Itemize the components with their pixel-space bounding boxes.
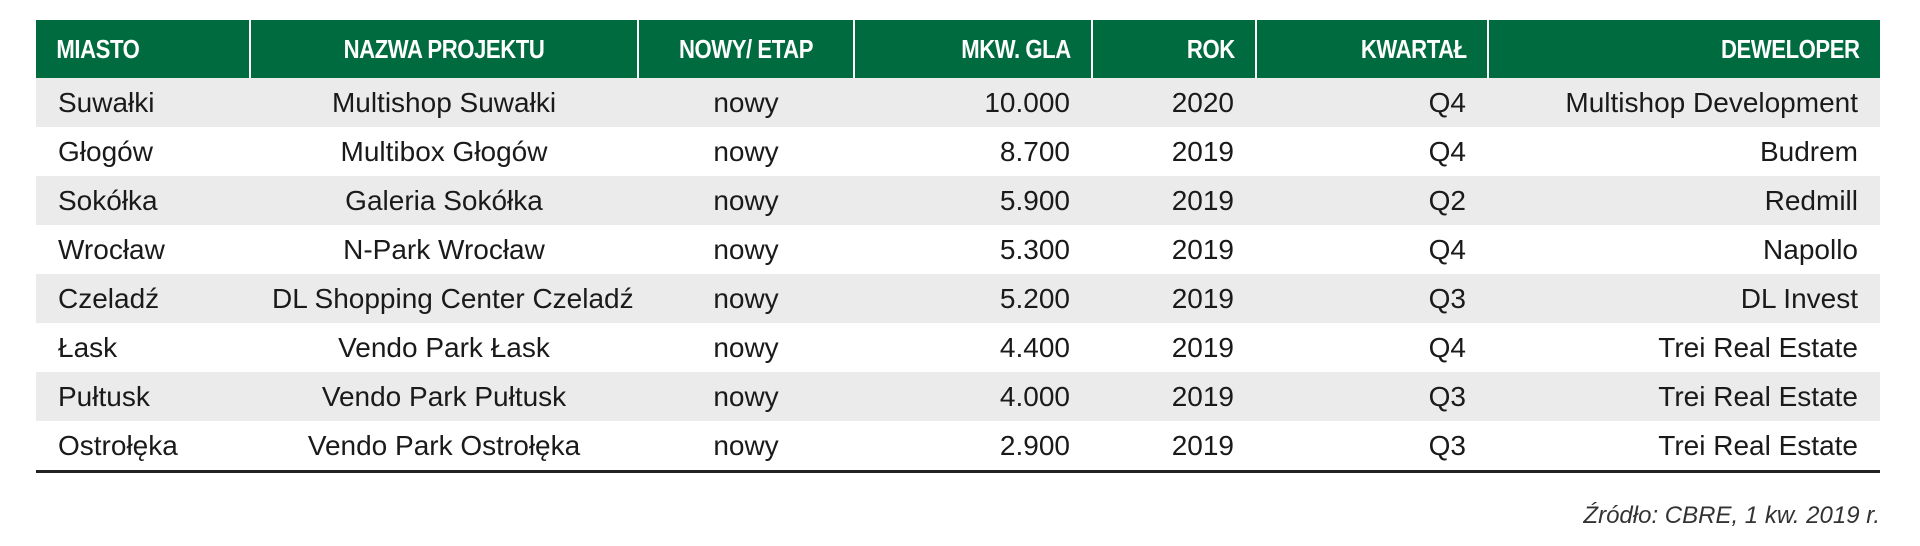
cell-mkw-gla: 5.300: [999, 233, 1070, 265]
cell-miasto: Ostrołęka: [58, 429, 178, 461]
cell-deweloper: Napollo: [1763, 233, 1858, 265]
table-row: Suwałki Multishop Suwałki nowy 10.000 2020 Q4…: [36, 78, 1880, 127]
cell-nazwa-projektu: Vendo Park Pułtusk: [321, 380, 567, 412]
cell-deweloper: DL Invest: [1740, 282, 1858, 314]
cell-nowy-etap: nowy: [713, 429, 779, 461]
cell-nazwa-projektu: N-Park Wrocław: [343, 233, 545, 265]
cell-rok: 2019: [1171, 429, 1234, 461]
cell-kwartal: Q4: [1428, 331, 1466, 363]
cell-mkw-gla: 4.000: [999, 380, 1070, 412]
cell-mkw-gla: 5.900: [999, 184, 1070, 216]
table-row: Czeladź DL Shopping Center Czeladź nowy 5.2…: [36, 274, 1880, 323]
header-nazwa-projektu: NAZWA PROJEKTU: [279, 20, 610, 78]
header-miasto: MIASTO: [36, 20, 219, 78]
table-row: Wrocław N-Park Wrocław nowy 5.300 2019 Q4 Napo…: [36, 225, 1880, 274]
cell-rok: 2019: [1171, 282, 1234, 314]
cell-kwartal: Q3: [1428, 380, 1466, 412]
cell-kwartal: Q3: [1428, 429, 1466, 461]
cell-miasto: Czeladź: [58, 282, 160, 314]
header-mkw-gla: MKW. GLA: [889, 20, 1093, 78]
cell-nowy-etap: nowy: [713, 233, 779, 265]
table-row: Sokółka Galeria Sokółka nowy 5.900 2019 Q2 Red…: [36, 176, 1880, 225]
cell-nowy-etap: nowy: [713, 380, 779, 412]
cell-nazwa-projektu: Vendo Park Łask: [338, 331, 550, 363]
cell-nazwa-projektu: Multibox Głogów: [340, 135, 548, 167]
cell-nowy-etap: nowy: [713, 86, 779, 118]
header-nowy-etap: NOWY/ ETAP: [654, 20, 839, 78]
cell-deweloper: Trei Real Estate: [1658, 380, 1858, 412]
cell-nazwa-projektu: Multishop Suwałki: [331, 86, 557, 118]
retail-projects-table: MIASTO NAZWA PROJEKTU NOWY/ ETAP MKW. GL…: [36, 20, 1880, 473]
cell-deweloper: Trei Real Estate: [1658, 429, 1858, 461]
retail-projects-table-container: MIASTO NAZWA PROJEKTU NOWY/ ETAP MKW. GL…: [36, 20, 1880, 473]
header-kwartal: KWARTAŁ: [1290, 20, 1489, 78]
cell-deweloper: Redmill: [1764, 184, 1858, 216]
cell-rok: 2020: [1171, 86, 1234, 118]
cell-kwartal: Q4: [1428, 233, 1466, 265]
cell-rok: 2019: [1171, 380, 1234, 412]
cell-nazwa-projektu: DL Shopping Center Czeladź: [272, 282, 634, 314]
cell-miasto: Sokółka: [58, 184, 158, 216]
cell-deweloper: Trei Real Estate: [1658, 331, 1858, 363]
table-row: Pułtusk Vendo Park Pułtusk nowy 4.000 2019 Q3…: [36, 372, 1880, 421]
cell-kwartal: Q3: [1428, 282, 1466, 314]
cell-nazwa-projektu: Vendo Park Ostrołęka: [307, 429, 581, 461]
cell-nowy-etap: nowy: [713, 331, 779, 363]
cell-rok: 2019: [1171, 331, 1234, 363]
source-note: Źródło: CBRE, 1 kw. 2019 r.: [1583, 502, 1880, 529]
cell-nazwa-projektu: Galeria Sokółka: [345, 184, 543, 216]
cell-miasto: Pułtusk: [58, 380, 150, 412]
cell-rok: 2019: [1171, 184, 1234, 216]
header-rok: ROK: [1116, 20, 1257, 78]
table-row: Łask Vendo Park Łask nowy 4.400 2019 Q4 Trei R…: [36, 323, 1880, 372]
cell-mkw-gla: 2.900: [999, 429, 1070, 461]
cell-mkw-gla: 5.200: [999, 282, 1070, 314]
cell-nowy-etap: nowy: [713, 184, 779, 216]
cell-mkw-gla: 8.700: [999, 135, 1070, 167]
cell-kwartal: Q4: [1428, 86, 1466, 118]
cell-nowy-etap: nowy: [713, 282, 779, 314]
cell-rok: 2019: [1171, 233, 1234, 265]
cell-miasto: Głogów: [58, 135, 153, 167]
cell-kwartal: Q2: [1428, 184, 1466, 216]
table-row: Ostrołęka Vendo Park Ostrołęka nowy 2.900 20…: [36, 421, 1880, 472]
cell-miasto: Suwałki: [58, 86, 155, 118]
cell-mkw-gla: 4.400: [999, 331, 1070, 363]
table-row: Głogów Multibox Głogów nowy 8.700 2019 Q4 Budr…: [36, 127, 1880, 176]
table-body: Suwałki Multishop Suwałki nowy 10.000 2020 Q4…: [36, 78, 1880, 472]
cell-mkw-gla: 10.000: [984, 86, 1070, 118]
table-header-row: MIASTO NAZWA PROJEKTU NOWY/ ETAP MKW. GL…: [36, 20, 1880, 78]
cell-deweloper: Budrem: [1759, 135, 1858, 167]
cell-rok: 2019: [1171, 135, 1234, 167]
cell-deweloper: Multishop Development: [1565, 86, 1858, 118]
header-deweloper: DEWELOPER: [1720, 33, 1860, 64]
cell-kwartal: Q4: [1428, 135, 1466, 167]
cell-miasto: Wrocław: [58, 233, 165, 265]
cell-miasto: Łask: [58, 331, 118, 363]
cell-nowy-etap: nowy: [713, 135, 779, 167]
